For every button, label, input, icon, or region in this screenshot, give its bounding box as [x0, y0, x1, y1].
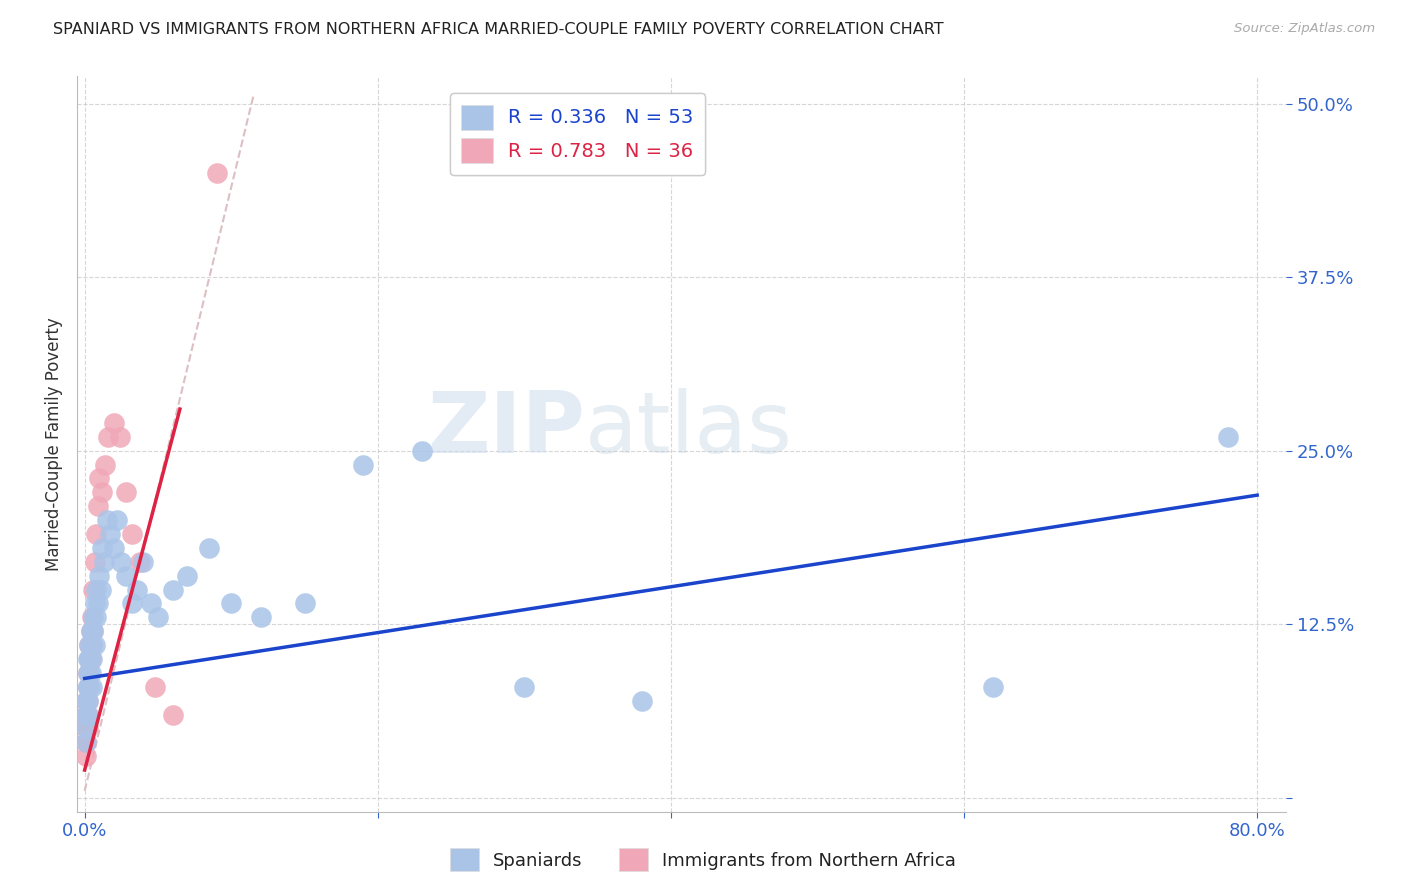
Point [80, 638, 103, 652]
Point [91, 485, 114, 500]
Point [127, 582, 149, 597]
Point [97, 430, 120, 444]
Point [352, 458, 374, 472]
Point [132, 555, 155, 569]
Point [630, 693, 652, 707]
Point [77, 680, 100, 694]
Point [75, 707, 97, 722]
Point [77, 680, 100, 694]
Point [411, 443, 433, 458]
Point [75, 749, 97, 764]
Point [77, 665, 100, 680]
Point [105, 513, 128, 527]
Point [75, 735, 97, 749]
Point [89, 568, 111, 582]
Point [80, 610, 103, 624]
Point [76, 680, 98, 694]
Point [76, 693, 98, 707]
Point [219, 597, 242, 611]
Legend: R = 0.336   N = 53, R = 0.783   N = 36: R = 0.336 N = 53, R = 0.783 N = 36 [450, 93, 704, 175]
Point [84, 597, 107, 611]
Point [96, 513, 118, 527]
Text: ZIP: ZIP [427, 387, 585, 471]
Point [98, 527, 121, 541]
Point [93, 555, 115, 569]
Point [76, 707, 98, 722]
Point [77, 652, 100, 666]
Point [80, 652, 103, 666]
Point [80, 680, 103, 694]
Point [82, 624, 104, 639]
Point [513, 680, 536, 694]
Point [75, 722, 97, 736]
Point [84, 555, 107, 569]
Point [86, 610, 108, 624]
Point [75, 735, 97, 749]
Point [76, 722, 98, 736]
Point [76, 693, 98, 707]
Text: atlas: atlas [585, 387, 793, 471]
Point [103, 416, 125, 430]
Point [75, 735, 97, 749]
Point [76, 665, 98, 680]
Point [79, 624, 101, 639]
Point [77, 665, 100, 680]
Point [249, 610, 271, 624]
Point [76, 680, 98, 694]
Y-axis label: Married-Couple Family Poverty: Married-Couple Family Poverty [45, 317, 63, 571]
Legend: Spaniards, Immigrants from Northern Africa: Spaniards, Immigrants from Northern Afri… [443, 841, 963, 879]
Point [198, 541, 221, 555]
Point [79, 665, 101, 680]
Point [162, 707, 184, 722]
Point [90, 582, 112, 597]
Point [176, 568, 198, 582]
Point [79, 652, 101, 666]
Point [114, 568, 136, 582]
Point [146, 610, 169, 624]
Point [76, 665, 98, 680]
Point [75, 707, 97, 722]
Point [86, 582, 108, 597]
Point [110, 555, 132, 569]
Point [87, 500, 110, 514]
Point [94, 458, 117, 472]
Point [129, 555, 152, 569]
Point [77, 652, 100, 666]
Point [75, 722, 97, 736]
Point [82, 582, 104, 597]
Point [139, 597, 162, 611]
Point [294, 597, 316, 611]
Point [79, 624, 101, 639]
Point [143, 680, 166, 694]
Text: Source: ZipAtlas.com: Source: ZipAtlas.com [1234, 22, 1375, 36]
Point [89, 471, 111, 485]
Point [84, 638, 107, 652]
Text: SPANIARD VS IMMIGRANTS FROM NORTHERN AFRICA MARRIED-COUPLE FAMILY POVERTY CORREL: SPANIARD VS IMMIGRANTS FROM NORTHERN AFR… [53, 22, 943, 37]
Point [114, 485, 136, 500]
Point [76, 652, 98, 666]
Point [1216, 430, 1239, 444]
Point [205, 166, 228, 180]
Point [108, 430, 131, 444]
Point [162, 582, 184, 597]
Point [80, 638, 103, 652]
Point [75, 693, 97, 707]
Point [76, 680, 98, 694]
Point [983, 680, 1005, 694]
Point [82, 624, 104, 639]
Point [77, 638, 100, 652]
Point [77, 638, 100, 652]
Point [121, 597, 143, 611]
Point [87, 597, 110, 611]
Point [103, 541, 125, 555]
Point [75, 693, 97, 707]
Point [82, 610, 104, 624]
Point [91, 541, 114, 555]
Point [86, 527, 108, 541]
Point [76, 707, 98, 722]
Point [121, 527, 143, 541]
